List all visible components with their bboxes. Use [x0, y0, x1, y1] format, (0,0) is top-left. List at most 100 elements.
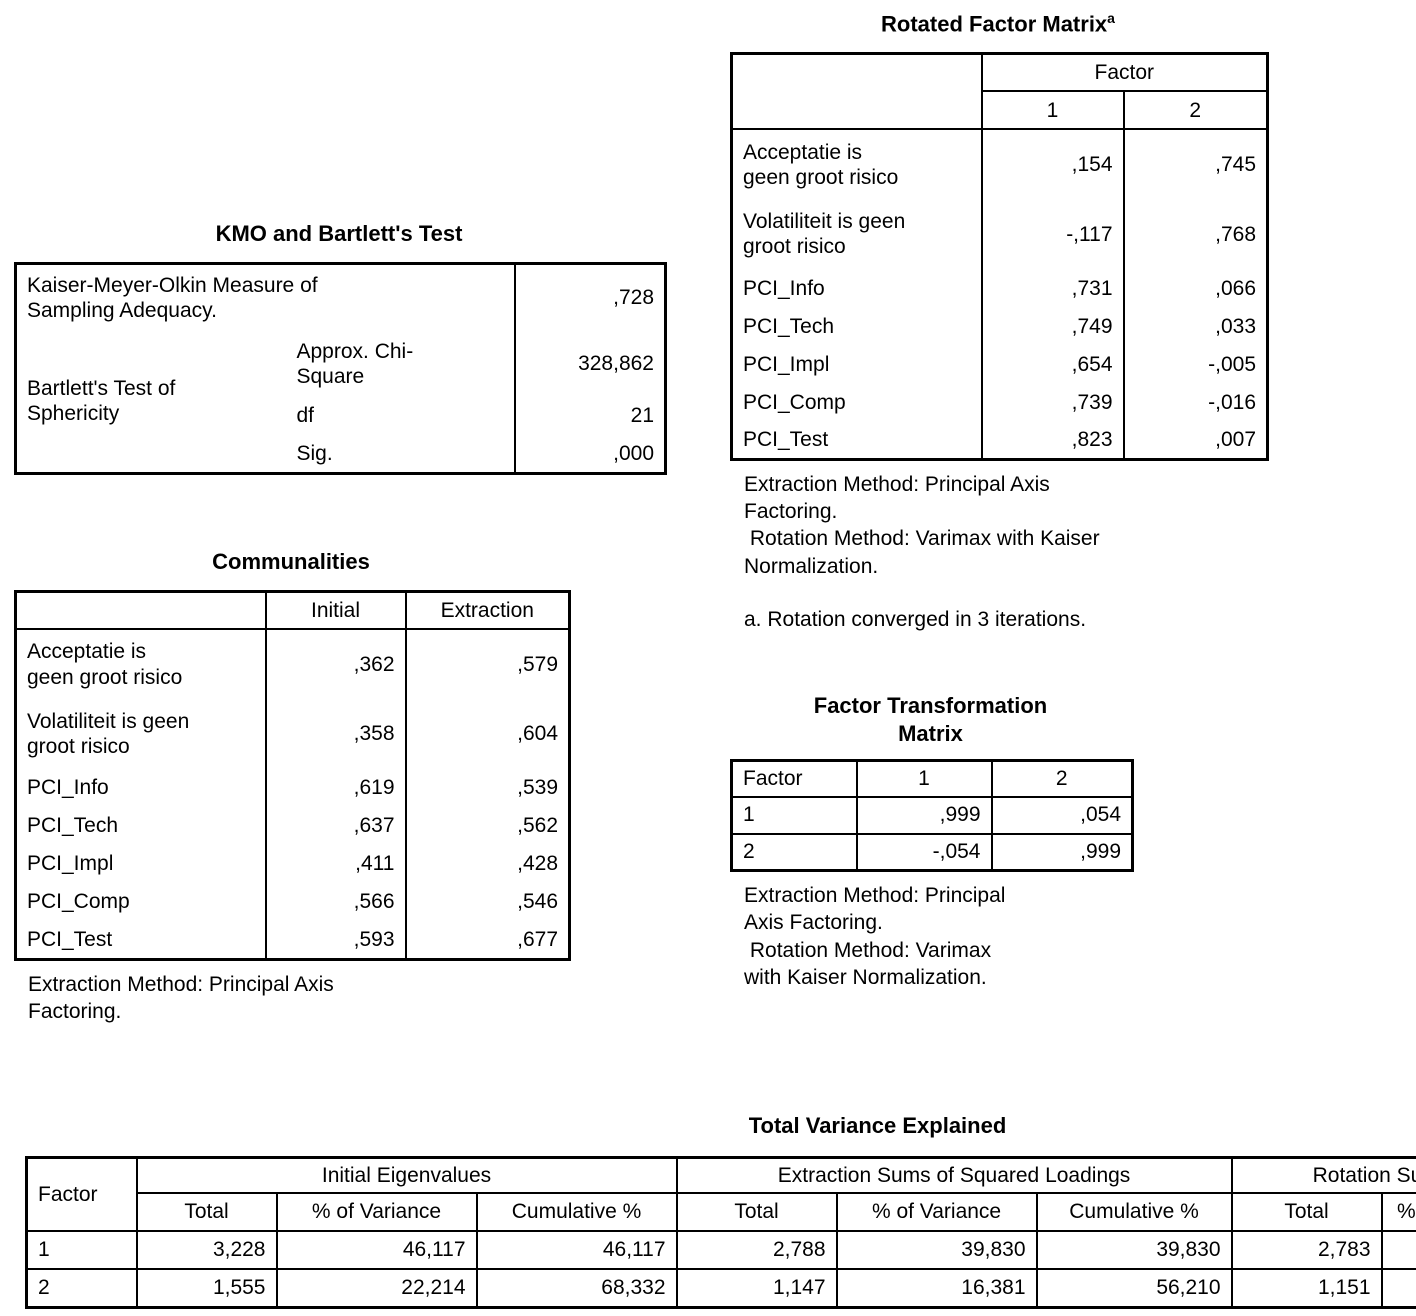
row-label: PCI_Impl: [743, 352, 830, 376]
cell-value: 46,117: [275, 1231, 477, 1270]
row-label: 2: [743, 840, 755, 864]
cell-value: ,654: [980, 345, 1124, 384]
row-label: PCI_Comp: [27, 890, 130, 914]
cell-value: ,823: [980, 421, 1124, 460]
table-row: Sig. ,000: [16, 435, 666, 473]
communalities-title: Communalities: [212, 549, 370, 574]
cell-value: ,999: [855, 796, 992, 835]
factor-transformation-title: Factor Transformation Matrix: [813, 693, 1048, 746]
cell-value: -,054: [855, 833, 992, 871]
column-header: Cumulative %: [1035, 1193, 1232, 1232]
cell-value: ,604: [404, 699, 570, 769]
footnote-marker: a: [1107, 10, 1115, 26]
table-row: PCI_Info ,731 ,066: [732, 269, 1268, 308]
cell-value: 21: [513, 397, 666, 435]
extraction-method-footnote: Extraction Method: Principal Axis Factor…: [744, 472, 1100, 578]
cell-value: ,546: [404, 883, 570, 921]
table-row: 2 1,555 22,214 68,332 1,147 16,381 56,21…: [26, 1269, 1416, 1308]
table-row: PCI_Impl ,654 -,005: [732, 345, 1268, 384]
column-header: Factor: [731, 760, 857, 798]
row-sublabel: Sig.: [296, 441, 333, 465]
row-label: Volatiliteit is geen groot risico: [27, 709, 190, 758]
column-header: Extraction: [404, 591, 570, 630]
cell-value: 46,117: [475, 1231, 677, 1270]
rotated-factor-matrix-section: Rotated Factor Matrixa Factor 1 2 Accept…: [730, 10, 1270, 633]
cell-value: ,739: [980, 383, 1124, 422]
table-row: Total % of Variance Cumulative % Total %…: [27, 1193, 1416, 1232]
row-label: Bartlett's Test of Sphericity: [27, 377, 176, 426]
cell-value: 1,555: [135, 1269, 277, 1308]
cell-value: ,999: [990, 833, 1133, 871]
cell-value: ,562: [404, 807, 570, 845]
cell-value: ,539: [404, 769, 570, 807]
cell-value: ,579: [404, 629, 570, 699]
table-row: 1 3,228 46,117 46,117 2,788 39,830 39,83…: [26, 1231, 1416, 1270]
cell-value: ,749: [980, 307, 1124, 346]
cell-value: ,566: [264, 883, 406, 921]
row-label: 1: [731, 796, 857, 835]
table-row: 2 -,054 ,999: [732, 833, 1133, 871]
cell-value: ,677: [404, 921, 570, 959]
cell-value: ,066: [1122, 269, 1268, 308]
row-label: PCI_Impl: [27, 852, 114, 876]
table-row: PCI_Comp ,739 -,016: [732, 383, 1268, 422]
table-row: Kaiser-Meyer-Olkin Measure of Sampling A…: [16, 263, 666, 331]
cell-value: ,731: [980, 269, 1124, 308]
row-label: PCI_Info: [27, 776, 109, 800]
column-group-header: Initial Eigenvalues: [135, 1157, 677, 1194]
cell-value: 1,151: [1230, 1269, 1382, 1308]
cell-value: ,619: [264, 769, 406, 807]
column-header: Total: [675, 1193, 837, 1232]
column-group-header: Factor: [980, 53, 1268, 93]
row-label: PCI_Tech: [27, 814, 119, 838]
cell-value: ,637: [264, 807, 406, 845]
row-label: PCI_Tech: [743, 314, 835, 338]
column-header: Factor: [26, 1157, 137, 1232]
column-header: Cumulative %: [475, 1193, 677, 1232]
factor-transformation-section: Factor Transformation Matrix Factor 1 2 …: [730, 692, 1134, 991]
cell-value: 2,788: [675, 1231, 837, 1270]
table-row: PCI_Tech ,749 ,033: [732, 307, 1268, 346]
table-row: PCI_Impl ,411 ,428: [16, 845, 570, 883]
cell-value: 16,381: [835, 1269, 1037, 1308]
extraction-method-footnote: Extraction Method: Principal Axis Factor…: [28, 972, 334, 1023]
cell-value: ,428: [404, 845, 570, 883]
cell-value: [1380, 1231, 1416, 1270]
row-label: PCI_Comp: [743, 390, 846, 414]
cell-value: -,016: [1122, 383, 1268, 422]
row-label: PCI_Info: [743, 276, 825, 300]
column-header: 1: [855, 760, 992, 798]
cell-value: 39,830: [1035, 1231, 1232, 1270]
cell-value: ,007: [1122, 421, 1268, 460]
cell-value: ,728: [513, 263, 666, 331]
total-variance-table: Factor Initial Eigenvalues Extraction Su…: [25, 1155, 1416, 1309]
column-header: Total: [135, 1193, 277, 1232]
table-row: Bartlett's Test of Sphericity Approx. Ch…: [16, 331, 666, 425]
cell-value: ,768: [1122, 199, 1268, 270]
table-row: Factor Initial Eigenvalues Extraction Su…: [26, 1157, 1416, 1232]
column-header: % of Variance: [1380, 1193, 1416, 1232]
row-label: PCI_Test: [743, 427, 829, 451]
table-row: 1 2: [732, 91, 1268, 131]
table-row: Factor 1 2: [731, 760, 1133, 798]
kmo-bartlett-section: KMO and Bartlett's Test Kaiser-Meyer-Olk…: [14, 220, 667, 475]
cell-value: 2,783: [1230, 1231, 1382, 1270]
row-sublabel: Approx. Chi- Square: [296, 339, 414, 388]
cell-value: 56,210: [1035, 1269, 1232, 1308]
cell-value: ,358: [264, 699, 406, 769]
cell-value: [1380, 1269, 1416, 1308]
column-header: Total: [1230, 1193, 1382, 1232]
column-header: 2: [1122, 91, 1268, 131]
cell-value: ,033: [1122, 307, 1268, 346]
column-header: % of Variance: [275, 1193, 477, 1232]
table-row: Acceptatie is geen groot risico ,154 ,74…: [732, 129, 1268, 200]
column-header: % of Variance: [835, 1193, 1037, 1232]
cell-value: -,005: [1122, 345, 1268, 384]
rotated-factor-matrix-title: Rotated Factor Matrixa: [730, 10, 1266, 38]
total-variance-section: Total Variance Explained Factor Initial …: [25, 1112, 1416, 1309]
table-row: PCI_Test ,823 ,007: [732, 421, 1268, 460]
column-group-header: Rotation Sums of Squared Loadings: [1230, 1157, 1416, 1194]
row-label: Acceptatie is geen groot risico: [27, 640, 183, 689]
cell-value: ,000: [513, 435, 666, 473]
table-row: Volatiliteit is geen groot risico -,117 …: [732, 199, 1268, 270]
